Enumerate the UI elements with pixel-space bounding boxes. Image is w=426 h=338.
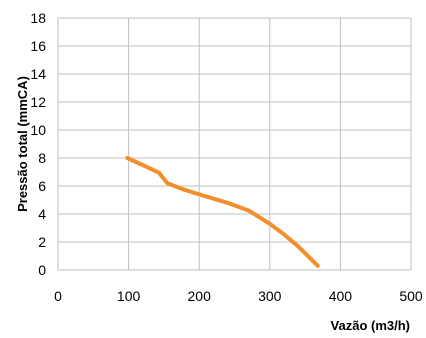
- y-tick-label: 8: [38, 150, 46, 166]
- x-tick-label: 400: [329, 288, 353, 304]
- y-tick-label: 4: [38, 206, 46, 222]
- x-tick-label: 300: [258, 288, 282, 304]
- y-tick-label: 6: [38, 178, 46, 194]
- y-tick-label: 18: [30, 10, 46, 26]
- x-tick-label: 500: [399, 288, 423, 304]
- x-axis-title: Vazão (m3/h): [331, 318, 410, 333]
- y-tick-label: 2: [38, 234, 46, 250]
- y-tick-label: 14: [30, 66, 46, 82]
- series-layer: [125, 156, 320, 268]
- y-tick-label: 0: [38, 262, 46, 278]
- grid-layer: [58, 17, 412, 270]
- series-line-1: [125, 156, 320, 268]
- x-tick-label: 0: [54, 288, 62, 304]
- y-axis-title: Pressão total (mmCA): [15, 76, 30, 212]
- y-tick-label: 12: [30, 94, 46, 110]
- y-tick-label: 16: [30, 38, 46, 54]
- axis-layer: 0 2 4 6 8 10 12 14 16 18 0 100 200 300 400 500: [30, 10, 422, 304]
- x-tick-label: 100: [117, 288, 141, 304]
- y-tick-label: 10: [30, 122, 46, 138]
- x-tick-label: 200: [188, 288, 212, 304]
